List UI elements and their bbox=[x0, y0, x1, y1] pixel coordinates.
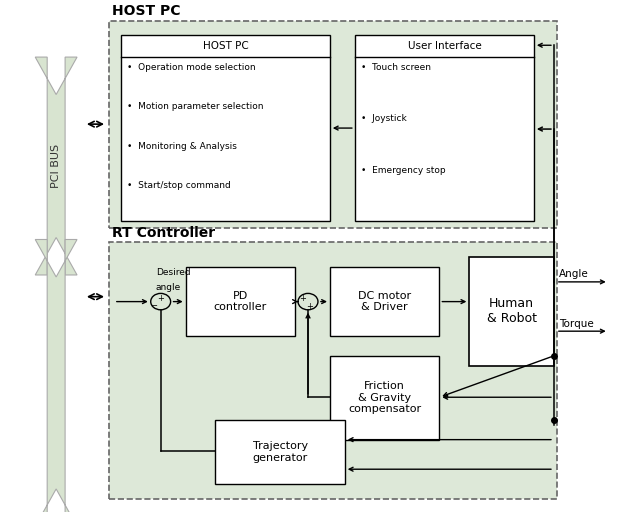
Text: DC motor
& Driver: DC motor & Driver bbox=[358, 291, 411, 312]
Polygon shape bbox=[35, 240, 77, 513]
FancyBboxPatch shape bbox=[109, 243, 557, 499]
FancyBboxPatch shape bbox=[121, 35, 330, 221]
Text: •  Emergency stop: • Emergency stop bbox=[361, 166, 445, 174]
Text: +: + bbox=[307, 302, 313, 311]
Text: HOST PC: HOST PC bbox=[112, 4, 181, 18]
FancyBboxPatch shape bbox=[215, 420, 345, 484]
Text: Desired: Desired bbox=[155, 268, 190, 277]
Polygon shape bbox=[35, 57, 77, 275]
Text: •  Touch screen: • Touch screen bbox=[361, 63, 431, 72]
Text: +: + bbox=[300, 294, 307, 303]
Text: •  Joystick: • Joystick bbox=[361, 114, 407, 123]
FancyBboxPatch shape bbox=[186, 267, 295, 336]
FancyBboxPatch shape bbox=[330, 356, 439, 440]
FancyBboxPatch shape bbox=[330, 267, 439, 336]
Text: User Interface: User Interface bbox=[407, 41, 481, 51]
Text: •  Monitoring & Analysis: • Monitoring & Analysis bbox=[127, 142, 237, 151]
Text: Trajectory
generator: Trajectory generator bbox=[252, 441, 308, 463]
Text: PD
controller: PD controller bbox=[213, 291, 267, 312]
Text: angle: angle bbox=[155, 283, 181, 292]
Text: Torque: Torque bbox=[559, 319, 594, 329]
Text: Angle: Angle bbox=[559, 269, 589, 279]
FancyBboxPatch shape bbox=[355, 35, 534, 221]
Text: PCI BUS: PCI BUS bbox=[51, 144, 61, 188]
FancyBboxPatch shape bbox=[109, 21, 557, 228]
Text: •  Start/stop command: • Start/stop command bbox=[127, 181, 231, 190]
Text: +: + bbox=[157, 294, 164, 303]
Text: Human
& Robot: Human & Robot bbox=[487, 298, 537, 325]
Text: RT Controller: RT Controller bbox=[112, 226, 215, 240]
Text: HOST PC: HOST PC bbox=[202, 41, 248, 51]
Text: •  Operation mode selection: • Operation mode selection bbox=[127, 63, 255, 72]
Text: −: − bbox=[150, 301, 157, 310]
FancyBboxPatch shape bbox=[470, 257, 554, 366]
Text: •  Motion parameter selection: • Motion parameter selection bbox=[127, 103, 263, 111]
Text: Friction
& Gravity
compensator: Friction & Gravity compensator bbox=[348, 381, 421, 415]
